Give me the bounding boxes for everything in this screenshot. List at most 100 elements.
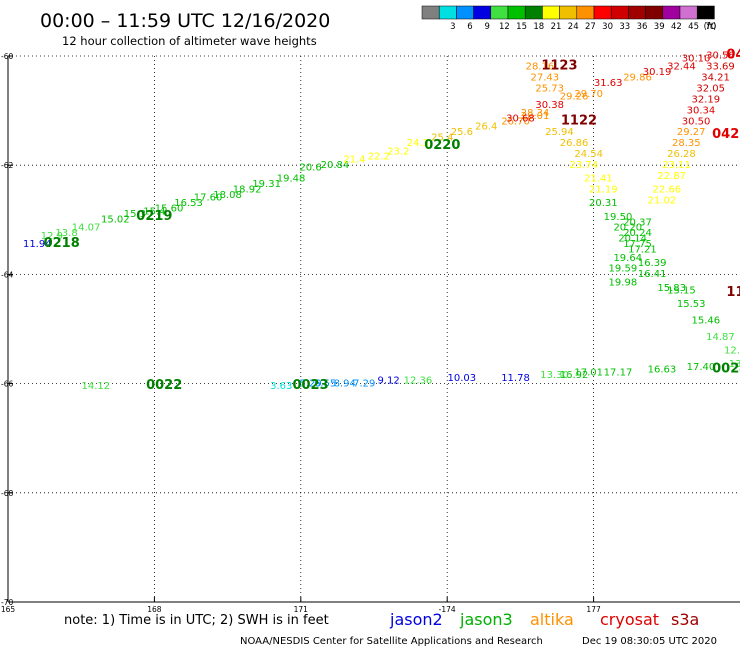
- swh-value-label: 17.01: [574, 367, 603, 378]
- track-time-label: 0220: [424, 138, 460, 153]
- legend-swatch: [662, 5, 681, 20]
- swh-value-label: 30.56: [706, 51, 735, 62]
- swh-value-label: 3.63: [270, 381, 292, 392]
- swh-value-label: 30.10: [682, 53, 711, 64]
- swh-value-label: 21.4: [343, 154, 365, 165]
- latitude-axis: -60 -62 -64 -66 -68 -70: [1, 52, 13, 607]
- satellite-legend: jason2 jason3 altika cryosat s3a: [389, 610, 699, 629]
- swh-value-label: 19.48: [277, 174, 306, 185]
- footer-timestamp: Dec 19 08:30:05 UTC 2020: [582, 636, 717, 647]
- satellite-label: jason3: [459, 610, 513, 629]
- swh-value-label: 26.70: [501, 116, 530, 127]
- lat-tick-label: -64: [1, 270, 13, 279]
- swh-value-label: 28.16: [526, 62, 555, 73]
- swh-value-label: 30.19: [643, 67, 672, 78]
- chart-title: 00:00 – 11:59 UTC 12/16/2020: [40, 10, 330, 32]
- legend-tick-label: 33: [619, 22, 630, 32]
- swh-value-label: 33.69: [706, 62, 735, 73]
- swh-value-label: 14.07: [72, 223, 101, 234]
- lat-tick-label: -68: [1, 489, 13, 498]
- swh-value-label: 16.41: [638, 269, 667, 280]
- track-time-label: 1122: [561, 113, 597, 128]
- swh-value-label: 16.53: [174, 198, 203, 209]
- legend-swatch: [593, 5, 612, 20]
- swh-value-label: 12.36: [404, 376, 433, 387]
- swh-value-label: 30.38: [535, 100, 564, 111]
- swh-value-label: 15.46: [692, 316, 721, 327]
- footer-credit: NOAA/NESDIS Center for Satellite Applica…: [240, 636, 543, 647]
- swh-value-label: 30.68: [506, 114, 535, 125]
- swh-value-label: 22.66: [652, 185, 681, 196]
- swh-value-label: 15.4: [143, 206, 165, 217]
- legend-swatch: [559, 5, 578, 20]
- swh-value-label: 12.7: [724, 346, 740, 357]
- swh-value-label: 19.64: [613, 253, 642, 264]
- legend-tick-label: 36: [637, 22, 648, 32]
- lat-tick-label: -70: [1, 598, 13, 607]
- swh-value-label: 29.70: [574, 89, 603, 100]
- swh-value-label: 23.74: [570, 160, 599, 171]
- legend-swatch: [542, 5, 560, 20]
- swh-value-label: 14.12: [82, 381, 111, 392]
- swh-value-label: 25.94: [545, 127, 574, 138]
- legend-tick-label: 12: [499, 22, 510, 32]
- lon-tick-label: 165: [1, 605, 16, 614]
- lon-tick-label: 177: [586, 605, 601, 614]
- swh-value-label: 16.92: [560, 370, 589, 381]
- swh-value-label: 19.50: [604, 212, 633, 223]
- swh-value-label: 28.35: [672, 138, 701, 149]
- swh-value-label: 32.19: [692, 94, 721, 105]
- swh-value-label: 15.02: [101, 215, 130, 226]
- legend-tick-label: 6: [467, 22, 472, 32]
- swh-value-label: 23.11: [662, 160, 691, 171]
- swh-value-label: 18.08: [213, 190, 242, 201]
- swh-value-label: 15.60: [155, 204, 184, 215]
- legend-swatch: [456, 5, 474, 20]
- swh-value-label: 28.34: [521, 108, 550, 119]
- swh-value-label: 29.26: [560, 92, 589, 103]
- legend-swatch: [490, 5, 509, 20]
- swh-value-label: 34.21: [701, 73, 730, 84]
- track-time-label: 0022: [146, 378, 182, 393]
- swh-value-label: 25.73: [535, 83, 564, 94]
- swh-value-label: 30.50: [682, 116, 711, 127]
- swh-value-label: 31.63: [594, 78, 623, 89]
- legend-tick-label: 27: [585, 22, 596, 32]
- swh-value-label: 17.60: [194, 193, 223, 204]
- swh-value-label: 13.30: [540, 370, 569, 381]
- swh-value-label: 9.12: [378, 376, 400, 387]
- satellite-label: jason2: [389, 610, 443, 629]
- swh-value-label: 17.75: [623, 239, 652, 250]
- swh-value-label: 15.53: [677, 299, 706, 310]
- swh-value-label: 32.05: [696, 83, 725, 94]
- legend-swatch: [696, 5, 715, 20]
- legend-swatch: [473, 5, 492, 20]
- legend-tick-label: 39: [654, 22, 665, 32]
- swh-value-label: 24.54: [574, 149, 603, 160]
- lat-tick-label: -66: [1, 380, 13, 389]
- track-time-label: 0023: [292, 378, 328, 393]
- swh-value-label: 21.19: [589, 185, 618, 196]
- swh-value-label: 20.20: [613, 223, 642, 234]
- satellite-label: cryosat: [600, 610, 659, 629]
- track-time-label: 0024: [712, 362, 740, 377]
- plot-frame: [7, 56, 740, 603]
- swh-value-label: 29.86: [623, 73, 652, 84]
- swh-value-label: 20.84: [321, 160, 350, 171]
- swh-value-label: 25.4: [431, 133, 453, 144]
- track-time-label: 0219: [136, 209, 172, 224]
- swh-value-label: 26.86: [560, 138, 589, 149]
- swh-value-label: 20.37: [623, 217, 652, 228]
- swh-value-label: 13: [729, 359, 740, 370]
- swh-value-label: 17.17: [604, 367, 633, 378]
- swh-value-label: 19.31: [252, 179, 281, 190]
- swh-value-label: 19.59: [609, 264, 638, 275]
- legend-swatch: [645, 5, 664, 20]
- swh-value-label: 32.44: [667, 62, 696, 73]
- swh-value-label: 15.83: [657, 283, 686, 294]
- lon-tick-label: 168: [147, 605, 162, 614]
- lon-tick-label: 171: [294, 605, 309, 614]
- legend-swatch: [610, 5, 629, 20]
- swh-value-label: 15.3: [124, 209, 146, 220]
